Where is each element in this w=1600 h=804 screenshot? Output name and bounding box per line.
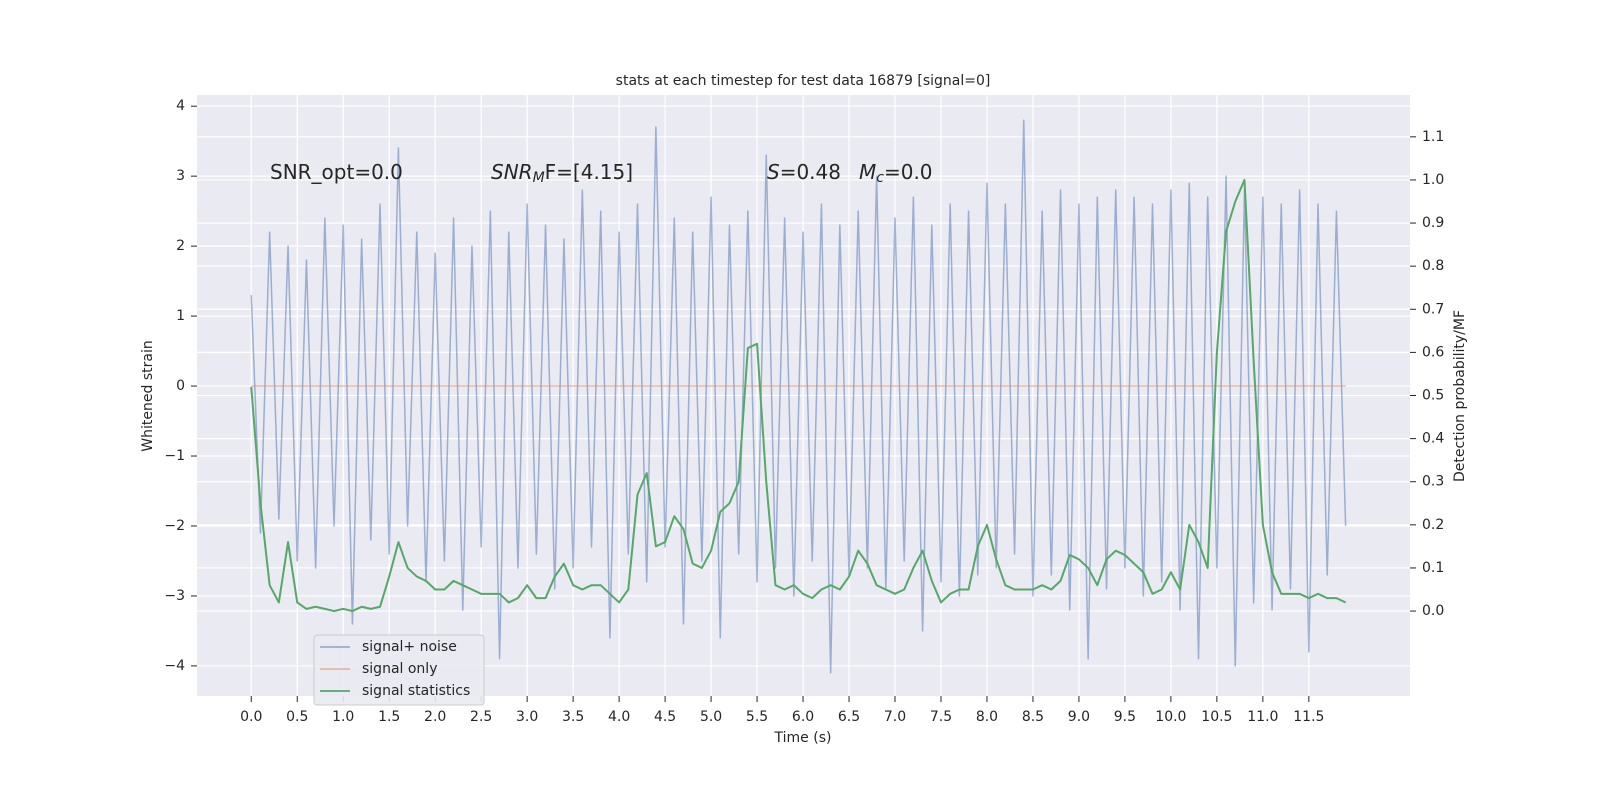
annotation-part: c: [876, 170, 884, 186]
x-tick-label: 6.0: [792, 709, 814, 725]
x-tick-label: 0.5: [286, 709, 308, 725]
x-tick-label: 8.5: [1022, 709, 1044, 725]
y2-tick-label: 0.1: [1422, 560, 1444, 576]
x-tick-label: 3.5: [562, 709, 584, 725]
annotation-part: F=[4.15]: [545, 160, 633, 184]
y-tick-label: 4: [176, 98, 185, 114]
annotation: SNRMF=[4.15]: [491, 160, 633, 187]
y2-tick-label: 0.8: [1422, 258, 1444, 274]
annotation-part: SNR: [491, 160, 533, 184]
y2-tick-label: 0.7: [1422, 301, 1444, 317]
annotation-part: SNR_opt=0.0: [270, 160, 403, 184]
x-tick-label: 9.5: [1114, 709, 1136, 725]
x-tick-label: 1.5: [378, 709, 400, 725]
y-tick-label: −3: [164, 588, 185, 604]
annotation: S=0.48: [767, 160, 841, 184]
y-tick-label: 2: [176, 238, 185, 254]
x-axis-label: Time (s): [774, 730, 832, 746]
labels: 0.0 0.5 1.0 1.5 2.0 2.5 3.0 3.5 4.0 4.5 5.0 5.5 6.0 6…: [164, 98, 1444, 725]
legend-label: signal only: [362, 661, 437, 677]
x-tick-label: 5.0: [700, 709, 722, 725]
y2-tick-label: 0.5: [1422, 388, 1444, 404]
y-axis-label: Whitened strain: [140, 340, 156, 451]
x-tick-label: 10.0: [1155, 709, 1186, 725]
y2-tick-label: 1.1: [1422, 129, 1444, 145]
annotation-part: =0.48: [780, 160, 841, 184]
y2-tick-label: 0.6: [1422, 344, 1444, 360]
y-tick-label: −2: [164, 518, 185, 534]
x-tick-label: 7.0: [884, 709, 906, 725]
series-line: [250, 178, 1347, 613]
x-tick-label: 3.0: [516, 709, 538, 725]
y2-tick-label: 0.9: [1422, 215, 1444, 231]
y2-tick-label: 0.0: [1422, 603, 1444, 619]
y2-tick-label: 1.0: [1422, 172, 1444, 188]
annotation-part: =0.0: [884, 160, 933, 184]
x-tick-label: 10.5: [1201, 709, 1232, 725]
annotation-part: S: [767, 160, 780, 184]
x-tick-label: 1.0: [332, 709, 354, 725]
x-tick-label: 0.0: [240, 709, 262, 725]
annotation-part: M: [533, 170, 545, 186]
x-tick-label: 4.5: [654, 709, 676, 725]
legend-label: signal statistics: [362, 683, 470, 699]
x-tick-label: 7.5: [930, 709, 952, 725]
x-tick-label: 2.5: [470, 709, 492, 725]
x-tick-label: 5.5: [746, 709, 768, 725]
x-tick-label: 8.0: [976, 709, 998, 725]
y-tick-label: 1: [176, 308, 185, 324]
y-tick-label: 0: [176, 378, 185, 394]
y-tick-label: 3: [176, 168, 185, 184]
series-line: [250, 119, 1347, 674]
chart-title: stats at each timestep for test data 168…: [616, 73, 991, 89]
x-tick-label: 6.5: [838, 709, 860, 725]
legend-box: [313, 634, 485, 706]
x-tick-label: 11.5: [1293, 709, 1324, 725]
y2-axis-label: Detection probability/MF: [1452, 310, 1468, 482]
annotation: Mc=0.0: [859, 160, 933, 187]
y2-tick-label: 0.3: [1422, 474, 1444, 490]
annotation-part: M: [859, 160, 876, 184]
x-tick-label: 11.0: [1247, 709, 1278, 725]
x-tick-label: 9.0: [1068, 709, 1090, 725]
y-tick-label: −1: [164, 448, 185, 464]
x-tick-label: 4.0: [608, 709, 630, 725]
legend-label: signal+ noise: [362, 639, 457, 655]
x-tick-label: 2.0: [424, 709, 446, 725]
y-tick-label: −4: [164, 658, 185, 674]
marks: [250, 119, 1347, 674]
annotation: SNR_opt=0.0: [270, 160, 403, 184]
y2-tick-label: 0.4: [1422, 431, 1444, 447]
y2-tick-label: 0.2: [1422, 517, 1444, 533]
